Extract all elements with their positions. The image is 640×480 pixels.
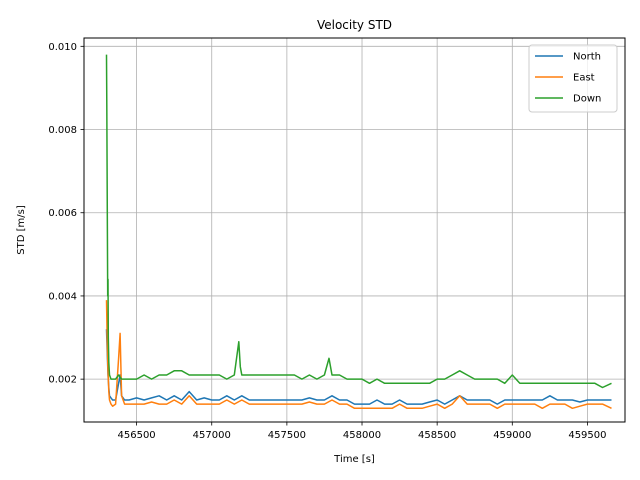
x-tick-label: 457500: [268, 430, 306, 441]
x-tick-label: 459000: [493, 430, 531, 441]
legend-box: [528, 44, 618, 113]
y-tick-label: 0.002: [48, 375, 77, 386]
grid: [84, 38, 625, 422]
legend-label-east: East: [573, 73, 595, 84]
x-axis-label: Time [s]: [333, 454, 375, 465]
y-tick-label: 0.006: [48, 208, 77, 219]
y-tick-label: 0.008: [48, 125, 77, 136]
legend-label-north: North: [573, 52, 601, 63]
legend-label-down: Down: [573, 94, 601, 105]
x-tick-label: 457000: [193, 430, 231, 441]
chart-title: Velocity STD: [317, 18, 392, 32]
series-line-east: [105, 300, 612, 410]
y-tick-label: 0.010: [48, 42, 77, 53]
x-axis: 456500 457000 457500 458000 458500 459000 4595…: [118, 422, 607, 441]
series-line-down: [105, 54, 612, 389]
x-tick-label: 458500: [418, 430, 456, 441]
y-axis-label: STD [m/s]: [16, 205, 27, 255]
axes-frame: [83, 37, 626, 423]
y-tick-label: 0.004: [48, 291, 77, 302]
x-tick-label: 458000: [343, 430, 381, 441]
series-lines: [105, 54, 612, 410]
plot-area: [105, 54, 612, 410]
series-line-north: [105, 329, 612, 405]
legend: North East Down: [528, 44, 618, 113]
x-tick-label: 459500: [568, 430, 606, 441]
x-tick-label: 456500: [118, 430, 156, 441]
y-axis: 0.002 0.004 0.006 0.008 0.010: [48, 42, 84, 386]
